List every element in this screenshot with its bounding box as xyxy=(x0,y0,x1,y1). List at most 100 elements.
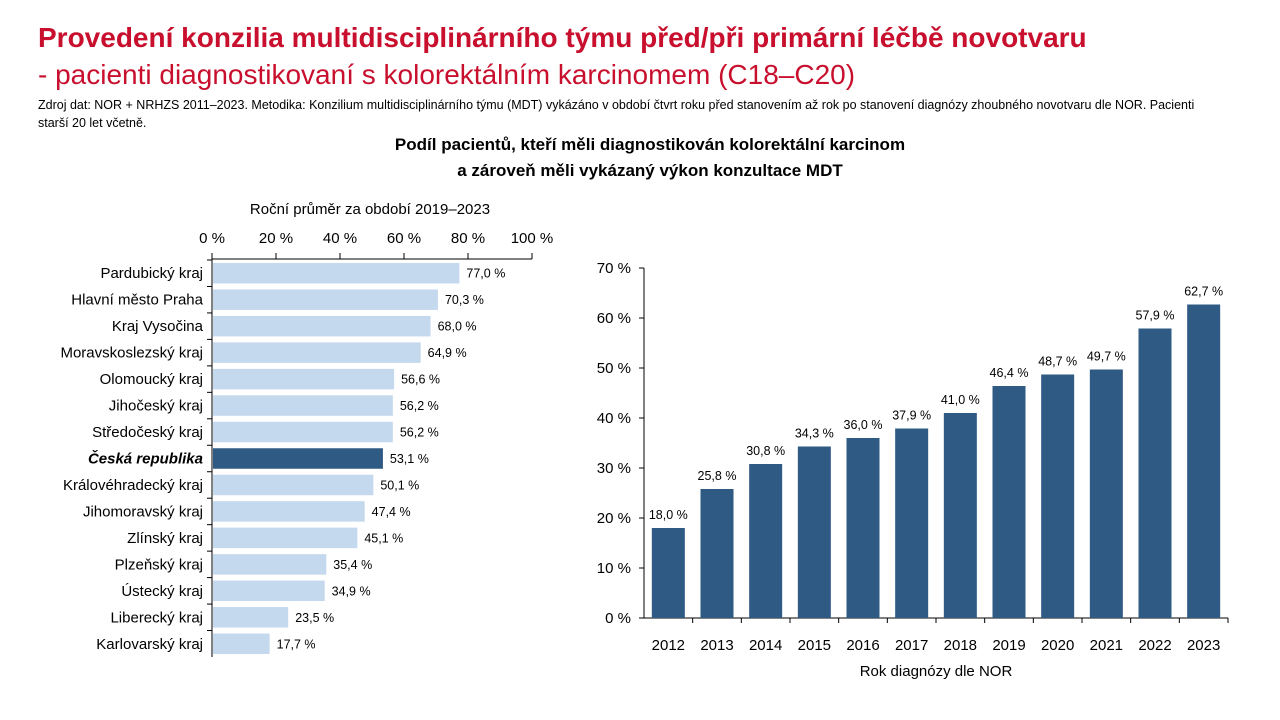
yearly-y-tick-label: 40 % xyxy=(597,410,631,427)
regional-chart-title: Roční průměr za období 2019–2023 xyxy=(250,201,490,218)
regional-x-tick-label: 40 % xyxy=(323,230,357,247)
yearly-category-label: 2013 xyxy=(700,637,733,654)
yearly-data-label: 30,8 % xyxy=(746,444,785,458)
yearly-category-label: 2019 xyxy=(992,637,1025,654)
regional-bar xyxy=(213,289,438,310)
regional-bar xyxy=(213,315,431,337)
yearly-data-label: 48,7 % xyxy=(1038,355,1077,369)
yearly-data-label: 18,0 % xyxy=(649,508,688,522)
yearly-y-tick-label: 10 % xyxy=(597,560,631,577)
yearly-y-tick-label: 30 % xyxy=(597,460,631,477)
yearly-category-label: 2015 xyxy=(798,637,831,654)
regional-bar xyxy=(213,421,393,443)
regional-data-label: 35,4 % xyxy=(333,558,372,572)
regional-category-label: Pardubický kraj xyxy=(100,265,203,282)
yearly-bar xyxy=(943,413,977,618)
regional-category-label: Středočeský kraj xyxy=(92,424,203,441)
yearly-category-label: 2014 xyxy=(749,637,782,654)
regional-bar xyxy=(213,368,395,390)
regional-data-label: 77,0 % xyxy=(466,267,505,281)
regional-category-label: Královéhradecký kraj xyxy=(63,477,203,494)
yearly-bar xyxy=(651,528,685,618)
yearly-category-label: 2017 xyxy=(895,637,928,654)
yearly-y-tick-label: 0 % xyxy=(605,610,631,627)
yearly-bar xyxy=(749,464,783,618)
regional-category-label: Olomoucký kraj xyxy=(100,371,203,388)
regional-category-label: Karlovarský kraj xyxy=(96,636,203,653)
yearly-bar xyxy=(895,428,929,618)
regional-category-label: Plzeňský kraj xyxy=(115,556,203,573)
regional-bar xyxy=(213,607,289,628)
regional-category-label: Liberecký kraj xyxy=(110,609,203,626)
regional-bar-chart: Roční průměr za období 2019–2023 0 % 20 % 4… xyxy=(60,201,553,657)
yearly-category-label: 2022 xyxy=(1138,637,1171,654)
yearly-y-tick-label: 20 % xyxy=(597,510,631,527)
yearly-category-label: 2012 xyxy=(652,637,685,654)
regional-x-tick-label: 80 % xyxy=(451,230,485,247)
regional-bar xyxy=(213,262,460,284)
chart-title: Podíl pacientů, kteří měli diagnostiková… xyxy=(250,132,1050,184)
regional-x-tick-label: 100 % xyxy=(511,230,554,247)
regional-bar xyxy=(213,342,421,363)
regional-data-label: 68,0 % xyxy=(438,320,477,334)
yearly-bar xyxy=(700,489,734,618)
yearly-data-label: 37,9 % xyxy=(892,409,931,423)
regional-data-label: 34,9 % xyxy=(332,584,371,598)
yearly-data-label: 34,3 % xyxy=(795,427,834,441)
regional-category-label: Jihočeský kraj xyxy=(109,398,203,415)
yearly-data-label: 46,4 % xyxy=(990,366,1029,380)
yearly-data-label: 57,9 % xyxy=(1136,309,1175,323)
yearly-bar xyxy=(846,438,880,618)
data-source-note: Zdroj dat: NOR + NRHZS 2011–2023. Metodi… xyxy=(38,98,1195,130)
chart-title-line1: Podíl pacientů, kteří měli diagnostiková… xyxy=(394,135,906,154)
regional-category-label: Zlínský kraj xyxy=(127,530,203,547)
regional-bar xyxy=(213,554,327,575)
yearly-category-label: 2021 xyxy=(1090,637,1123,654)
chart-title-line2: a zároveň měli vykázaný výkon konzultace… xyxy=(457,161,843,180)
regional-x-tick-label: 60 % xyxy=(387,230,421,247)
regional-bar xyxy=(213,448,383,469)
yearly-y-tick-label: 70 % xyxy=(597,260,631,277)
yearly-bar xyxy=(1187,304,1221,618)
yearly-bar xyxy=(1041,374,1075,618)
regional-data-label: 56,2 % xyxy=(400,426,439,440)
yearly-data-label: 49,7 % xyxy=(1087,350,1126,364)
regional-bar xyxy=(213,633,270,655)
regional-data-label: 23,5 % xyxy=(295,611,334,625)
yearly-data-label: 36,0 % xyxy=(844,418,883,432)
regional-data-label: 47,4 % xyxy=(372,505,411,519)
regional-data-label: 53,1 % xyxy=(390,452,429,466)
regional-data-label: 64,9 % xyxy=(428,346,467,360)
yearly-category-label: 2018 xyxy=(944,637,977,654)
regional-category-label: Hlavní město Praha xyxy=(71,292,203,309)
regional-bar xyxy=(213,527,358,549)
yearly-category-label: 2020 xyxy=(1041,637,1074,654)
yearly-x-axis-title: Rok diagnózy dle NOR xyxy=(860,663,1013,680)
yearly-bar xyxy=(1089,369,1123,618)
regional-bar xyxy=(213,580,325,602)
yearly-bar xyxy=(797,446,831,618)
yearly-category-label: 2016 xyxy=(846,637,879,654)
regional-x-tick-label: 20 % xyxy=(259,230,293,247)
regional-category-label: Ústecký kraj xyxy=(121,583,203,600)
regional-data-label: 50,1 % xyxy=(380,478,419,492)
regional-x-tick-label: 0 % xyxy=(199,230,225,247)
yearly-y-tick-label: 50 % xyxy=(597,360,631,377)
yearly-data-label: 25,8 % xyxy=(698,469,737,483)
regional-data-label: 56,2 % xyxy=(400,399,439,413)
regional-data-label: 70,3 % xyxy=(445,293,484,307)
regional-bar xyxy=(213,501,365,522)
yearly-bar xyxy=(992,386,1026,618)
page-title: Provedení konzilia multidisciplinárního … xyxy=(38,22,1087,53)
yearly-data-label: 62,7 % xyxy=(1184,285,1223,299)
regional-category-label: Moravskoslezský kraj xyxy=(60,345,203,362)
regional-category-label: Kraj Vysočina xyxy=(112,318,204,335)
yearly-y-tick-label: 60 % xyxy=(597,310,631,327)
regional-data-label: 17,7 % xyxy=(277,637,316,651)
yearly-data-label: 41,0 % xyxy=(941,393,980,407)
regional-bar xyxy=(213,474,374,496)
page-subtitle: - pacienti diagnostikovaní s kolorektáln… xyxy=(38,59,856,90)
regional-category-label: Česká republika xyxy=(88,450,203,468)
regional-data-label: 45,1 % xyxy=(364,531,403,545)
